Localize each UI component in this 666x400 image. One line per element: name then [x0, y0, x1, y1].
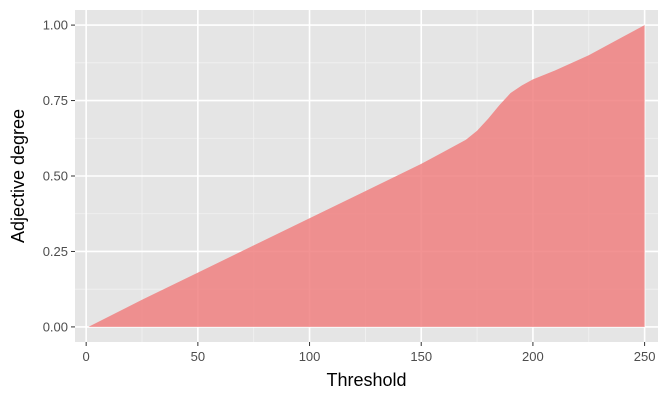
y-tick-label: 1.00 [43, 18, 68, 33]
y-axis-title: Adjective degree [8, 109, 28, 243]
x-tick-label: 200 [522, 349, 544, 364]
y-tick-label: 0.25 [43, 244, 68, 259]
x-axis-title: Threshold [326, 370, 406, 390]
y-tick-label: 0.75 [43, 93, 68, 108]
x-tick-label: 250 [634, 349, 656, 364]
x-tick-label: 0 [83, 349, 90, 364]
y-tick-label: 0.00 [43, 319, 68, 334]
x-tick-label: 50 [191, 349, 205, 364]
x-tick-label: 150 [410, 349, 432, 364]
area-layer [88, 25, 645, 327]
x-axis: 0 50 100 150 200 250 [83, 342, 656, 364]
area-series-0 [88, 25, 645, 327]
x-tick-label: 100 [299, 349, 321, 364]
y-tick-label: 0.50 [43, 169, 68, 184]
y-axis: 0.00 0.25 0.50 0.75 1.00 [43, 18, 75, 334]
